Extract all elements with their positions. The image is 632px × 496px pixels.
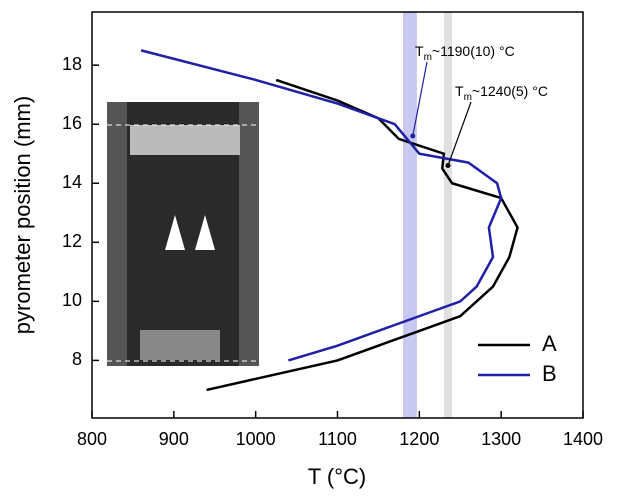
annotation-sub: m	[464, 92, 472, 103]
x-tick-label: 1100	[318, 429, 357, 449]
y-tick-label: 10	[62, 290, 82, 310]
inset-photo	[107, 102, 285, 366]
legend-label: A	[542, 331, 557, 356]
annotation: Tm~1190(10) °C	[415, 43, 515, 63]
legend-label: B	[542, 361, 557, 386]
y-tick-label: 18	[62, 54, 82, 74]
y-tick-label: 16	[62, 113, 82, 133]
annotation-arrow	[412, 61, 428, 137]
band	[443, 12, 453, 418]
y-tick-label: 14	[62, 172, 82, 192]
annotation-symbol: T	[455, 83, 464, 99]
line	[140, 49, 503, 362]
x-tick-label: 800	[77, 429, 107, 449]
annotation-text: ~1240(5) °C	[472, 83, 548, 99]
y-tick-label: 8	[72, 349, 82, 369]
annotation-symbol: T	[415, 43, 424, 59]
annotation-text: ~1190(10) °C	[432, 43, 515, 59]
annotation-head	[410, 133, 416, 139]
x-tick-label: 1400	[563, 429, 603, 449]
annotation-arrow	[447, 101, 472, 166]
y-tick-label: 12	[62, 231, 82, 251]
x-axis-label: T (°C)	[308, 464, 367, 489]
x-tick-label: 1200	[399, 429, 439, 449]
band	[402, 12, 417, 418]
annotation-sub: m	[424, 52, 432, 63]
x-tick-label: 900	[159, 429, 189, 449]
x-tick-label: 1000	[236, 429, 276, 449]
x-tick-label: 1300	[481, 429, 521, 449]
annotation-head	[445, 163, 451, 169]
y-axis-label: pyrometer position (mm)	[10, 96, 35, 334]
annotation: Tm~1240(5) °C	[455, 83, 548, 103]
